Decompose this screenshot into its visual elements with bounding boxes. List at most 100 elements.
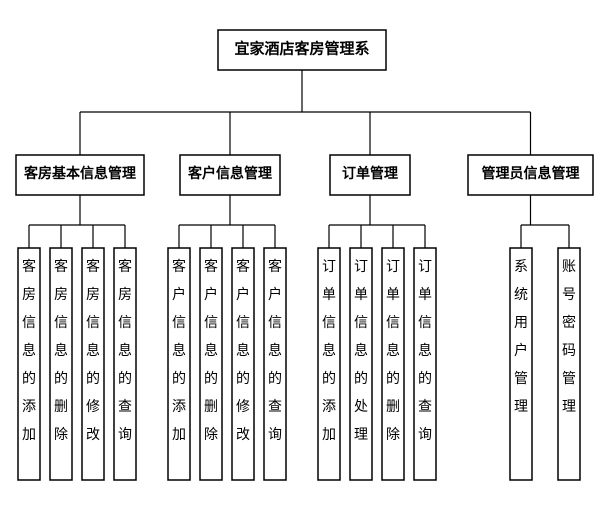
svg-text:删: 删 bbox=[386, 399, 400, 415]
svg-text:户: 户 bbox=[236, 286, 250, 303]
svg-text:的: 的 bbox=[22, 371, 36, 387]
leaf-box-0 bbox=[18, 248, 40, 480]
svg-text:房: 房 bbox=[86, 287, 100, 303]
svg-text:码: 码 bbox=[562, 343, 576, 359]
svg-text:加: 加 bbox=[22, 427, 36, 443]
svg-text:息: 息 bbox=[22, 342, 36, 359]
svg-text:客: 客 bbox=[172, 258, 186, 275]
svg-text:系: 系 bbox=[514, 259, 528, 275]
svg-text:除: 除 bbox=[386, 427, 400, 443]
svg-text:的: 的 bbox=[86, 371, 100, 387]
svg-text:信: 信 bbox=[418, 315, 432, 331]
svg-text:户: 户 bbox=[172, 286, 186, 303]
svg-text:订: 订 bbox=[322, 259, 336, 275]
svg-text:单: 单 bbox=[354, 287, 368, 303]
svg-text:的: 的 bbox=[418, 371, 432, 387]
leaf-box-8 bbox=[318, 248, 340, 480]
svg-text:的: 的 bbox=[204, 371, 218, 387]
svg-text:理: 理 bbox=[514, 400, 528, 415]
svg-text:息: 息 bbox=[54, 342, 68, 359]
svg-text:客: 客 bbox=[236, 258, 250, 275]
svg-text:息: 息 bbox=[118, 342, 132, 359]
l2-label-room: 客房基本信息管理 bbox=[23, 165, 136, 182]
leaf-box-6 bbox=[232, 248, 254, 480]
svg-text:信: 信 bbox=[236, 315, 250, 331]
svg-text:息: 息 bbox=[204, 342, 218, 359]
svg-text:户: 户 bbox=[204, 286, 218, 303]
leaf-box-13 bbox=[558, 248, 580, 480]
svg-text:查: 查 bbox=[268, 399, 282, 415]
leaf-box-12 bbox=[510, 248, 532, 480]
svg-text:的: 的 bbox=[322, 371, 336, 387]
leaf-box-4 bbox=[168, 248, 190, 480]
svg-text:客: 客 bbox=[86, 258, 100, 275]
svg-text:信: 信 bbox=[22, 315, 36, 331]
svg-text:信: 信 bbox=[204, 315, 218, 331]
svg-text:房: 房 bbox=[54, 287, 68, 303]
svg-text:改: 改 bbox=[236, 427, 250, 443]
svg-text:询: 询 bbox=[418, 427, 432, 443]
svg-text:信: 信 bbox=[354, 315, 368, 331]
svg-text:信: 信 bbox=[86, 315, 100, 331]
svg-text:理: 理 bbox=[562, 400, 576, 415]
svg-text:订: 订 bbox=[418, 259, 432, 275]
svg-text:户: 户 bbox=[268, 286, 282, 303]
svg-text:除: 除 bbox=[54, 427, 68, 443]
leaf-box-7 bbox=[264, 248, 286, 480]
svg-text:处: 处 bbox=[354, 399, 368, 415]
svg-text:添: 添 bbox=[172, 399, 186, 415]
svg-text:客: 客 bbox=[118, 258, 132, 275]
svg-text:息: 息 bbox=[172, 342, 186, 359]
svg-text:改: 改 bbox=[86, 427, 100, 443]
svg-text:单: 单 bbox=[386, 287, 400, 303]
svg-text:查: 查 bbox=[418, 399, 432, 415]
svg-text:息: 息 bbox=[418, 342, 432, 359]
svg-text:用: 用 bbox=[514, 316, 528, 331]
svg-text:信: 信 bbox=[54, 315, 68, 331]
svg-text:息: 息 bbox=[386, 342, 400, 359]
l2-label-admin: 管理员信息管理 bbox=[482, 165, 580, 182]
svg-text:修: 修 bbox=[236, 399, 250, 415]
svg-text:的: 的 bbox=[354, 371, 368, 387]
svg-text:修: 修 bbox=[86, 399, 100, 415]
leaf-box-10 bbox=[382, 248, 404, 480]
leaf-box-9 bbox=[350, 248, 372, 480]
leaf-box-1 bbox=[50, 248, 72, 480]
l2-label-order: 订单管理 bbox=[342, 165, 398, 182]
leaf-box-5 bbox=[200, 248, 222, 480]
svg-text:加: 加 bbox=[322, 427, 336, 443]
svg-text:订: 订 bbox=[354, 259, 368, 275]
svg-text:添: 添 bbox=[322, 399, 336, 415]
leaf-box-11 bbox=[414, 248, 436, 480]
svg-text:息: 息 bbox=[236, 342, 250, 359]
svg-text:客: 客 bbox=[22, 258, 36, 275]
org-chart: 宜家酒店客房管理系客房基本信息管理客户信息管理订单管理管理员信息管理客房信息的添… bbox=[0, 0, 604, 506]
leaf-box-3 bbox=[114, 248, 136, 480]
svg-text:客: 客 bbox=[54, 258, 68, 275]
svg-text:询: 询 bbox=[268, 427, 282, 443]
svg-text:信: 信 bbox=[386, 315, 400, 331]
svg-text:信: 信 bbox=[172, 315, 186, 331]
svg-text:查: 查 bbox=[118, 399, 132, 415]
svg-text:的: 的 bbox=[172, 371, 186, 387]
svg-text:息: 息 bbox=[354, 342, 368, 359]
svg-text:的: 的 bbox=[54, 371, 68, 387]
svg-text:客: 客 bbox=[204, 258, 218, 275]
svg-text:息: 息 bbox=[86, 342, 100, 359]
svg-text:统: 统 bbox=[514, 287, 528, 303]
svg-text:管: 管 bbox=[514, 371, 528, 387]
svg-text:单: 单 bbox=[322, 287, 336, 303]
svg-text:信: 信 bbox=[268, 315, 282, 331]
svg-text:加: 加 bbox=[172, 427, 186, 443]
svg-text:息: 息 bbox=[322, 342, 336, 359]
svg-text:理: 理 bbox=[354, 428, 368, 443]
svg-text:号: 号 bbox=[562, 288, 576, 303]
leaf-box-2 bbox=[82, 248, 104, 480]
svg-text:息: 息 bbox=[268, 342, 282, 359]
svg-text:客: 客 bbox=[268, 258, 282, 275]
svg-text:的: 的 bbox=[386, 371, 400, 387]
svg-text:密: 密 bbox=[562, 314, 576, 331]
svg-text:的: 的 bbox=[268, 371, 282, 387]
svg-text:删: 删 bbox=[54, 399, 68, 415]
l2-label-cust: 客户信息管理 bbox=[187, 165, 272, 182]
